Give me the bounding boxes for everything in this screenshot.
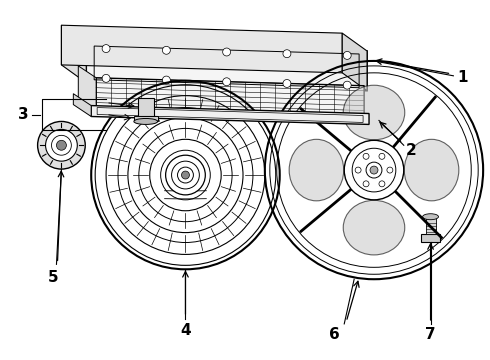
Circle shape xyxy=(283,50,291,58)
Polygon shape xyxy=(61,25,86,83)
Circle shape xyxy=(162,46,171,54)
Circle shape xyxy=(355,167,361,173)
Polygon shape xyxy=(96,78,364,121)
Circle shape xyxy=(181,171,190,179)
Bar xyxy=(134,116,158,121)
Ellipse shape xyxy=(343,85,405,140)
Circle shape xyxy=(343,81,351,89)
Text: 5: 5 xyxy=(48,270,59,285)
Circle shape xyxy=(56,140,66,150)
Circle shape xyxy=(162,76,171,84)
Ellipse shape xyxy=(289,139,343,201)
Circle shape xyxy=(102,75,110,82)
Polygon shape xyxy=(61,25,342,73)
Circle shape xyxy=(363,181,369,187)
Text: 7: 7 xyxy=(425,327,436,342)
Ellipse shape xyxy=(134,118,158,125)
Circle shape xyxy=(344,140,404,200)
Ellipse shape xyxy=(404,139,459,201)
Polygon shape xyxy=(74,94,91,117)
Bar xyxy=(420,234,441,242)
Circle shape xyxy=(379,153,385,159)
Bar xyxy=(426,218,436,234)
Polygon shape xyxy=(86,43,367,91)
Circle shape xyxy=(366,162,382,178)
Circle shape xyxy=(222,78,231,86)
Polygon shape xyxy=(78,66,96,113)
Polygon shape xyxy=(138,98,154,116)
Circle shape xyxy=(363,153,369,159)
Polygon shape xyxy=(91,105,369,125)
Circle shape xyxy=(46,129,77,161)
Polygon shape xyxy=(342,33,367,91)
Circle shape xyxy=(379,181,385,187)
Ellipse shape xyxy=(343,201,405,255)
Circle shape xyxy=(222,48,231,56)
Circle shape xyxy=(283,80,291,87)
Ellipse shape xyxy=(422,214,439,220)
Circle shape xyxy=(387,167,393,173)
Text: 3: 3 xyxy=(19,107,29,122)
Circle shape xyxy=(166,155,205,195)
Circle shape xyxy=(370,166,378,174)
Circle shape xyxy=(102,45,110,53)
Circle shape xyxy=(343,51,351,59)
Circle shape xyxy=(38,121,85,169)
Text: 1: 1 xyxy=(457,70,467,85)
Text: 2: 2 xyxy=(405,143,416,158)
Text: 6: 6 xyxy=(329,327,340,342)
Text: 4: 4 xyxy=(180,323,191,338)
